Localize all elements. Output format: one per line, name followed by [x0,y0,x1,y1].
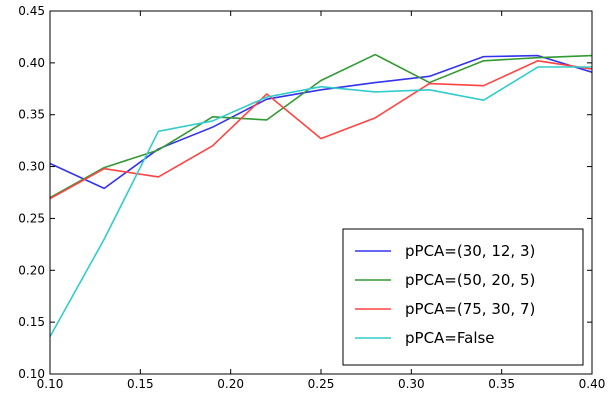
legend-label-4: pPCA=False [405,329,495,347]
y-tick-label: 0.40 [18,56,45,70]
x-tick-label: 0.35 [488,377,515,391]
legend-label-3: pPCA=(75, 30, 7) [405,300,535,318]
series-line-4 [50,66,592,338]
x-tick-label: 0.25 [308,377,335,391]
series-line-3 [50,59,592,200]
y-tick-label: 0.15 [18,315,45,329]
y-tick-label: 0.25 [18,211,45,225]
x-tick-label: 0.10 [37,377,64,391]
legend-label-2: pPCA=(50, 20, 5) [405,271,535,289]
x-tick-label: 0.40 [579,377,606,391]
series-layer [50,53,592,338]
x-tick-label: 0.30 [398,377,425,391]
y-tick-label: 0.10 [18,367,45,381]
x-tick-label: 0.20 [217,377,244,391]
y-tick-label: 0.35 [18,108,45,122]
x-tick-label: 0.15 [127,377,154,391]
y-tick-label: 0.20 [18,263,45,277]
tick-layer: 0.10 0.15 0.20 0.25 0.30 0.35 0.40 0.10 0.15 0.20… [18,4,605,391]
series-line-2 [50,53,592,199]
legend: pPCA=(30, 12, 3) pPCA=(50, 20, 5) pPCA=(75… [342,228,584,366]
y-tick-label: 0.45 [18,4,45,18]
series-line-1 [50,54,592,190]
y-tick-label: 0.30 [18,160,45,174]
legend-label-1: pPCA=(30, 12, 3) [405,242,535,260]
